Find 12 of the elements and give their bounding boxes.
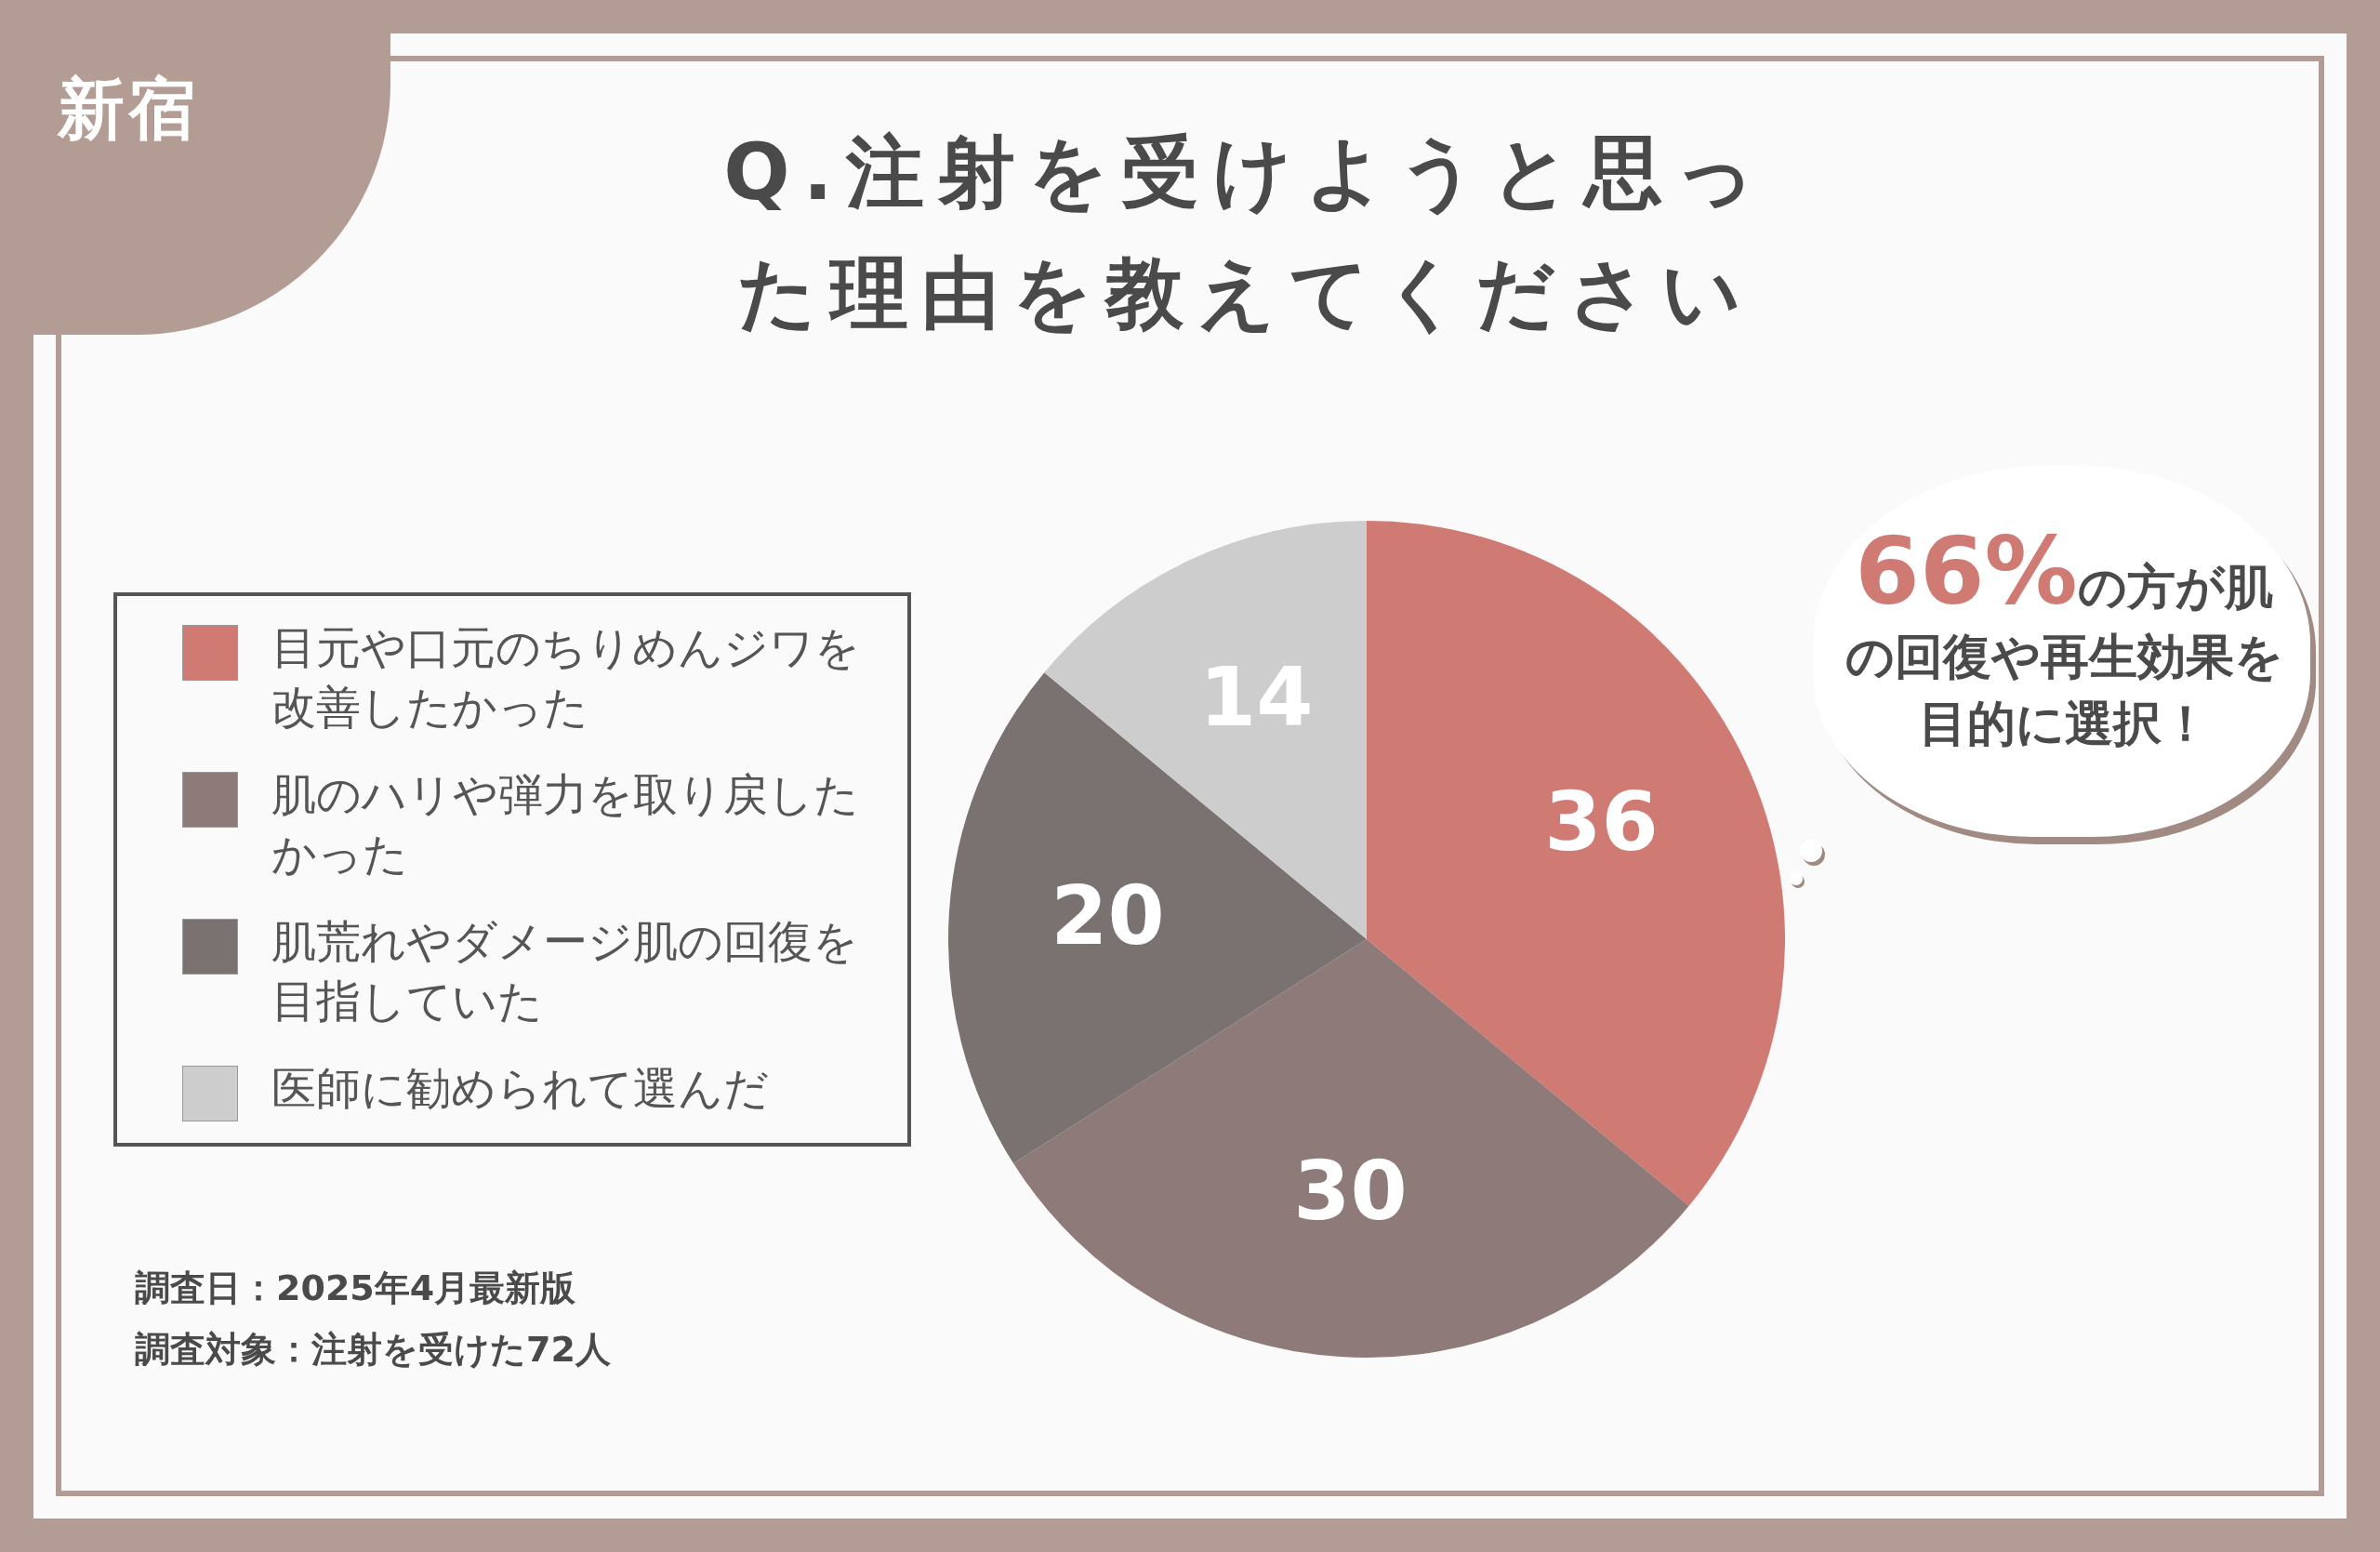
legend-label: 目元や口元のちりめんジワを改善したかった [271,620,861,735]
data-label: 20 [1051,868,1165,964]
text: 調査対象：注射を受けた72人 [135,1328,611,1372]
legend-label: 医師に勧められて選んだ [271,1061,769,1116]
text: 調査日：2025年4月最新版 [135,1267,577,1310]
data-label: 30 [1293,1143,1408,1240]
chart-title: Q.注射を受けようと思った理由を教えてください [722,126,1769,340]
data-label: 36 [1544,774,1659,870]
text: 66%の方が肌の回復や再生効果を目的に選択！ [1844,517,2284,753]
chart-subtitle: 新宿 [58,69,199,150]
legend-label: 肌のハリや弾力を取り戻したかった [271,767,860,882]
legend-label: 肌荒れやダメージ肌の回復を目指していた [271,914,859,1028]
